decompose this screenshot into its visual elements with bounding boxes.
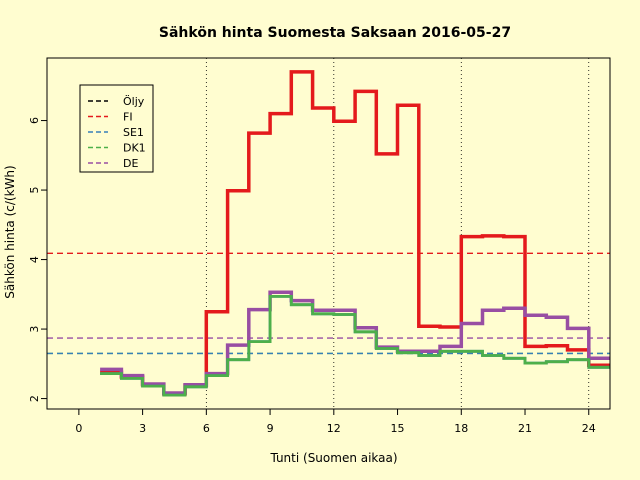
x-tick-label: 6	[203, 422, 210, 435]
x-tick-label: 9	[267, 422, 274, 435]
y-tick-label: 3	[28, 326, 41, 333]
plot-frame	[46, 57, 611, 410]
x-tick-label: 0	[75, 422, 82, 435]
y-axis-label: Sähkön hinta (c/(kWh)	[3, 165, 17, 298]
legend-label: FI	[123, 111, 133, 124]
x-tick-label: 24	[582, 422, 596, 435]
y-tick-label: 5	[28, 187, 41, 194]
x-axis-label: Tunti (Suomen aikaa)	[269, 451, 397, 465]
x-tick-label: 15	[391, 422, 405, 435]
series-line-de	[100, 290, 610, 395]
legend: Öljy FI SE1 DK1 DE	[79, 84, 154, 173]
chart-title: Sähkön hinta Suomesta Saksaan 2016-05-27	[159, 25, 511, 41]
x-tick-label: 21	[518, 422, 532, 435]
x-tick-label: 12	[327, 422, 341, 435]
y-tick-label: 2	[28, 395, 41, 402]
series-line-dk1	[100, 295, 610, 397]
x-tick-label: 3	[139, 422, 146, 435]
y-tick-label: 4	[28, 256, 41, 263]
legend-label: DE	[123, 157, 138, 170]
legend-label: DK1	[123, 142, 146, 155]
legend-label: Öljy	[123, 95, 145, 108]
x-tick-label: 18	[454, 422, 468, 435]
legend-box	[79, 84, 154, 173]
legend-label: SE1	[123, 126, 144, 139]
series-line-fi	[100, 70, 610, 396]
y-tick-label: 6	[28, 117, 41, 124]
